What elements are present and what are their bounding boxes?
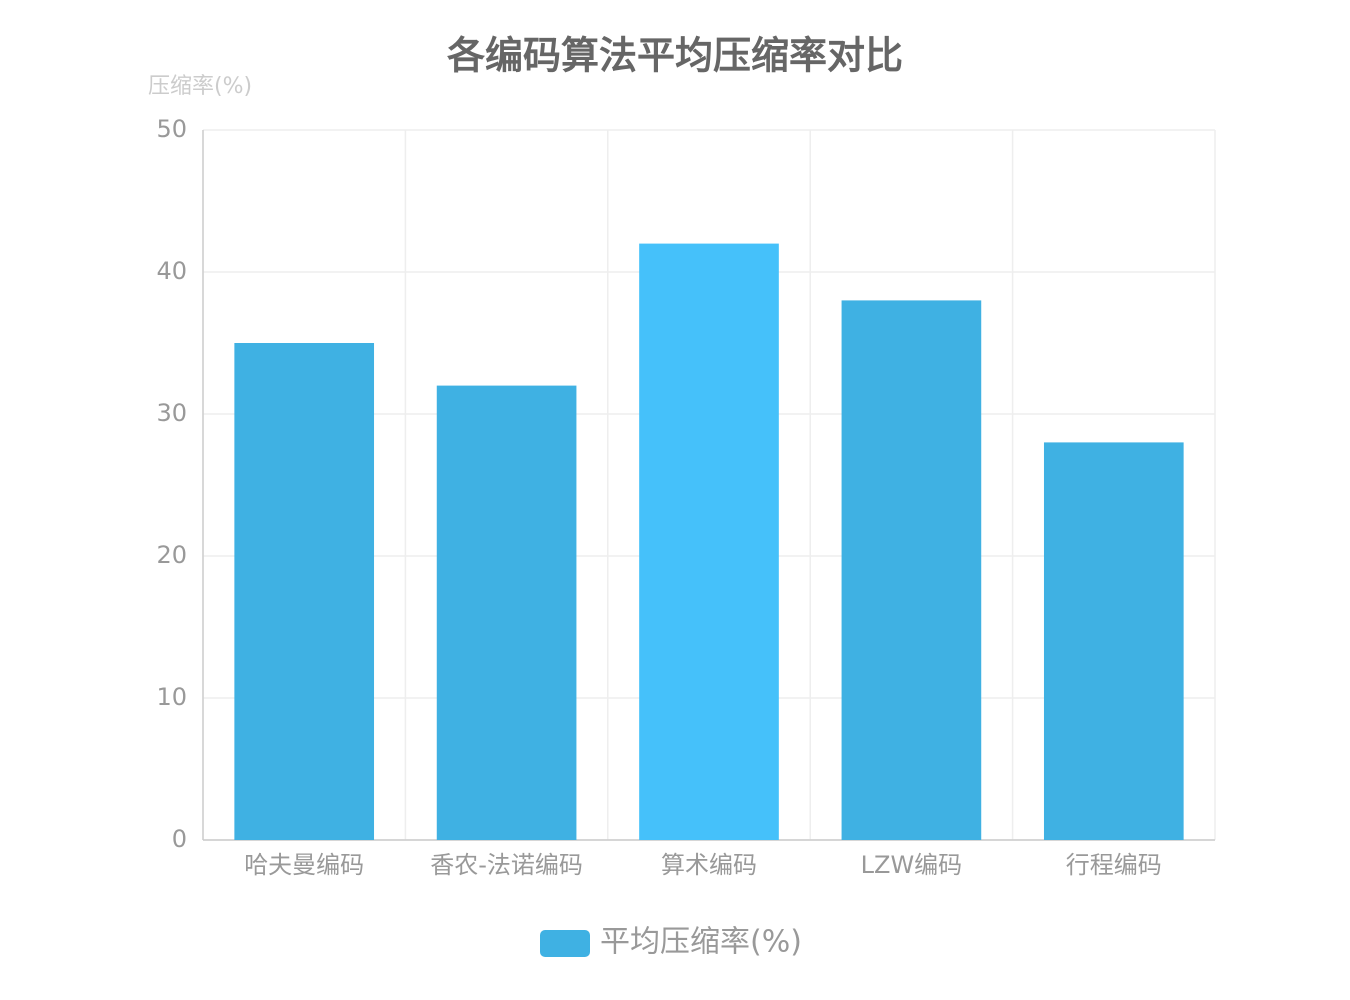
x-tick-label: 香农-法诺编码 xyxy=(430,851,583,879)
y-tick-label: 0 xyxy=(172,825,187,853)
legend-swatch[interactable] xyxy=(540,930,590,957)
legend-label[interactable]: 平均压缩率(%) xyxy=(600,925,802,960)
bar[interactable] xyxy=(841,300,982,840)
bar[interactable] xyxy=(436,385,577,840)
bar[interactable] xyxy=(1043,442,1184,840)
y-axis-label: 压缩率(%) xyxy=(148,74,252,99)
chart-title: 各编码算法平均压缩率对比 xyxy=(447,34,903,78)
y-tick-label: 20 xyxy=(156,541,187,569)
y-tick-label: 10 xyxy=(156,683,187,711)
x-tick-label: LZW编码 xyxy=(861,851,963,879)
bar[interactable] xyxy=(234,343,375,840)
x-tick-label: 哈夫曼编码 xyxy=(244,851,364,879)
x-tick-label: 算术编码 xyxy=(661,851,757,879)
y-tick-label: 30 xyxy=(156,399,187,427)
y-tick-label: 50 xyxy=(156,115,187,143)
bar[interactable] xyxy=(639,243,779,841)
x-tick-label: 行程编码 xyxy=(1066,851,1162,879)
y-tick-label: 40 xyxy=(156,257,187,285)
